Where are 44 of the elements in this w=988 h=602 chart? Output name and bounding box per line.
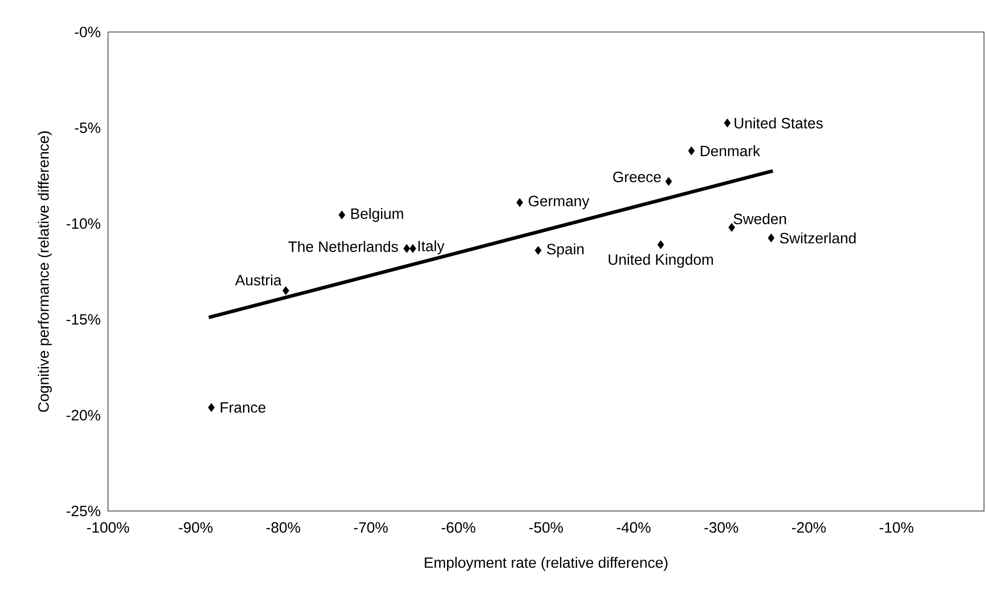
y-tick-label: -15% — [66, 314, 100, 325]
x-tick-label: -100% — [87, 522, 130, 533]
point — [516, 198, 524, 207]
point — [410, 244, 416, 253]
annotation: Sweden — [734, 213, 786, 224]
point — [657, 240, 664, 250]
point — [338, 210, 346, 220]
annotation: Greece — [613, 172, 661, 182]
annotation: The Netherlands — [288, 241, 398, 252]
y-tick-label: -20% — [66, 410, 100, 420]
x-tick-label: -80% — [266, 522, 300, 533]
point — [728, 223, 736, 232]
x-tick-label: -20% — [792, 522, 826, 533]
x-tick-label: -90% — [178, 522, 213, 533]
point — [768, 234, 774, 242]
x-tick-label: -70% — [354, 522, 388, 533]
annotation: Spain — [547, 243, 584, 258]
point — [724, 118, 731, 128]
point — [688, 146, 695, 156]
x-tick-label: -60% — [442, 522, 476, 533]
point — [208, 403, 215, 412]
annotation: Belgium — [351, 208, 404, 222]
annotation: France — [220, 402, 266, 413]
point — [665, 177, 672, 186]
annotation: United States — [734, 118, 823, 128]
annotation: Austria — [235, 274, 282, 286]
x-tick-label: -30% — [704, 522, 738, 533]
point — [282, 286, 290, 296]
y-axis-title: Cognitive performance (relative difference) — [38, 131, 52, 412]
annotation: Switzerland — [780, 232, 856, 244]
y-tick-label: -0% — [74, 26, 100, 38]
x-tick-label: -40% — [616, 522, 651, 533]
y-tick-label: -5% — [74, 122, 100, 134]
x-tick-label: -50% — [529, 522, 563, 533]
x-tick-label: -10% — [880, 522, 914, 533]
x-axis-title: Employment rate (relative difference) — [424, 556, 668, 571]
annotation: Italy — [418, 240, 444, 254]
annotation: Denmark — [700, 145, 760, 156]
point — [403, 244, 410, 253]
point — [534, 246, 542, 255]
y-tick-label: -10% — [66, 218, 100, 229]
annotation: Germany — [528, 196, 590, 210]
annotation: United Kingdom — [608, 254, 713, 268]
y-tick-label: -25% — [66, 506, 100, 516]
